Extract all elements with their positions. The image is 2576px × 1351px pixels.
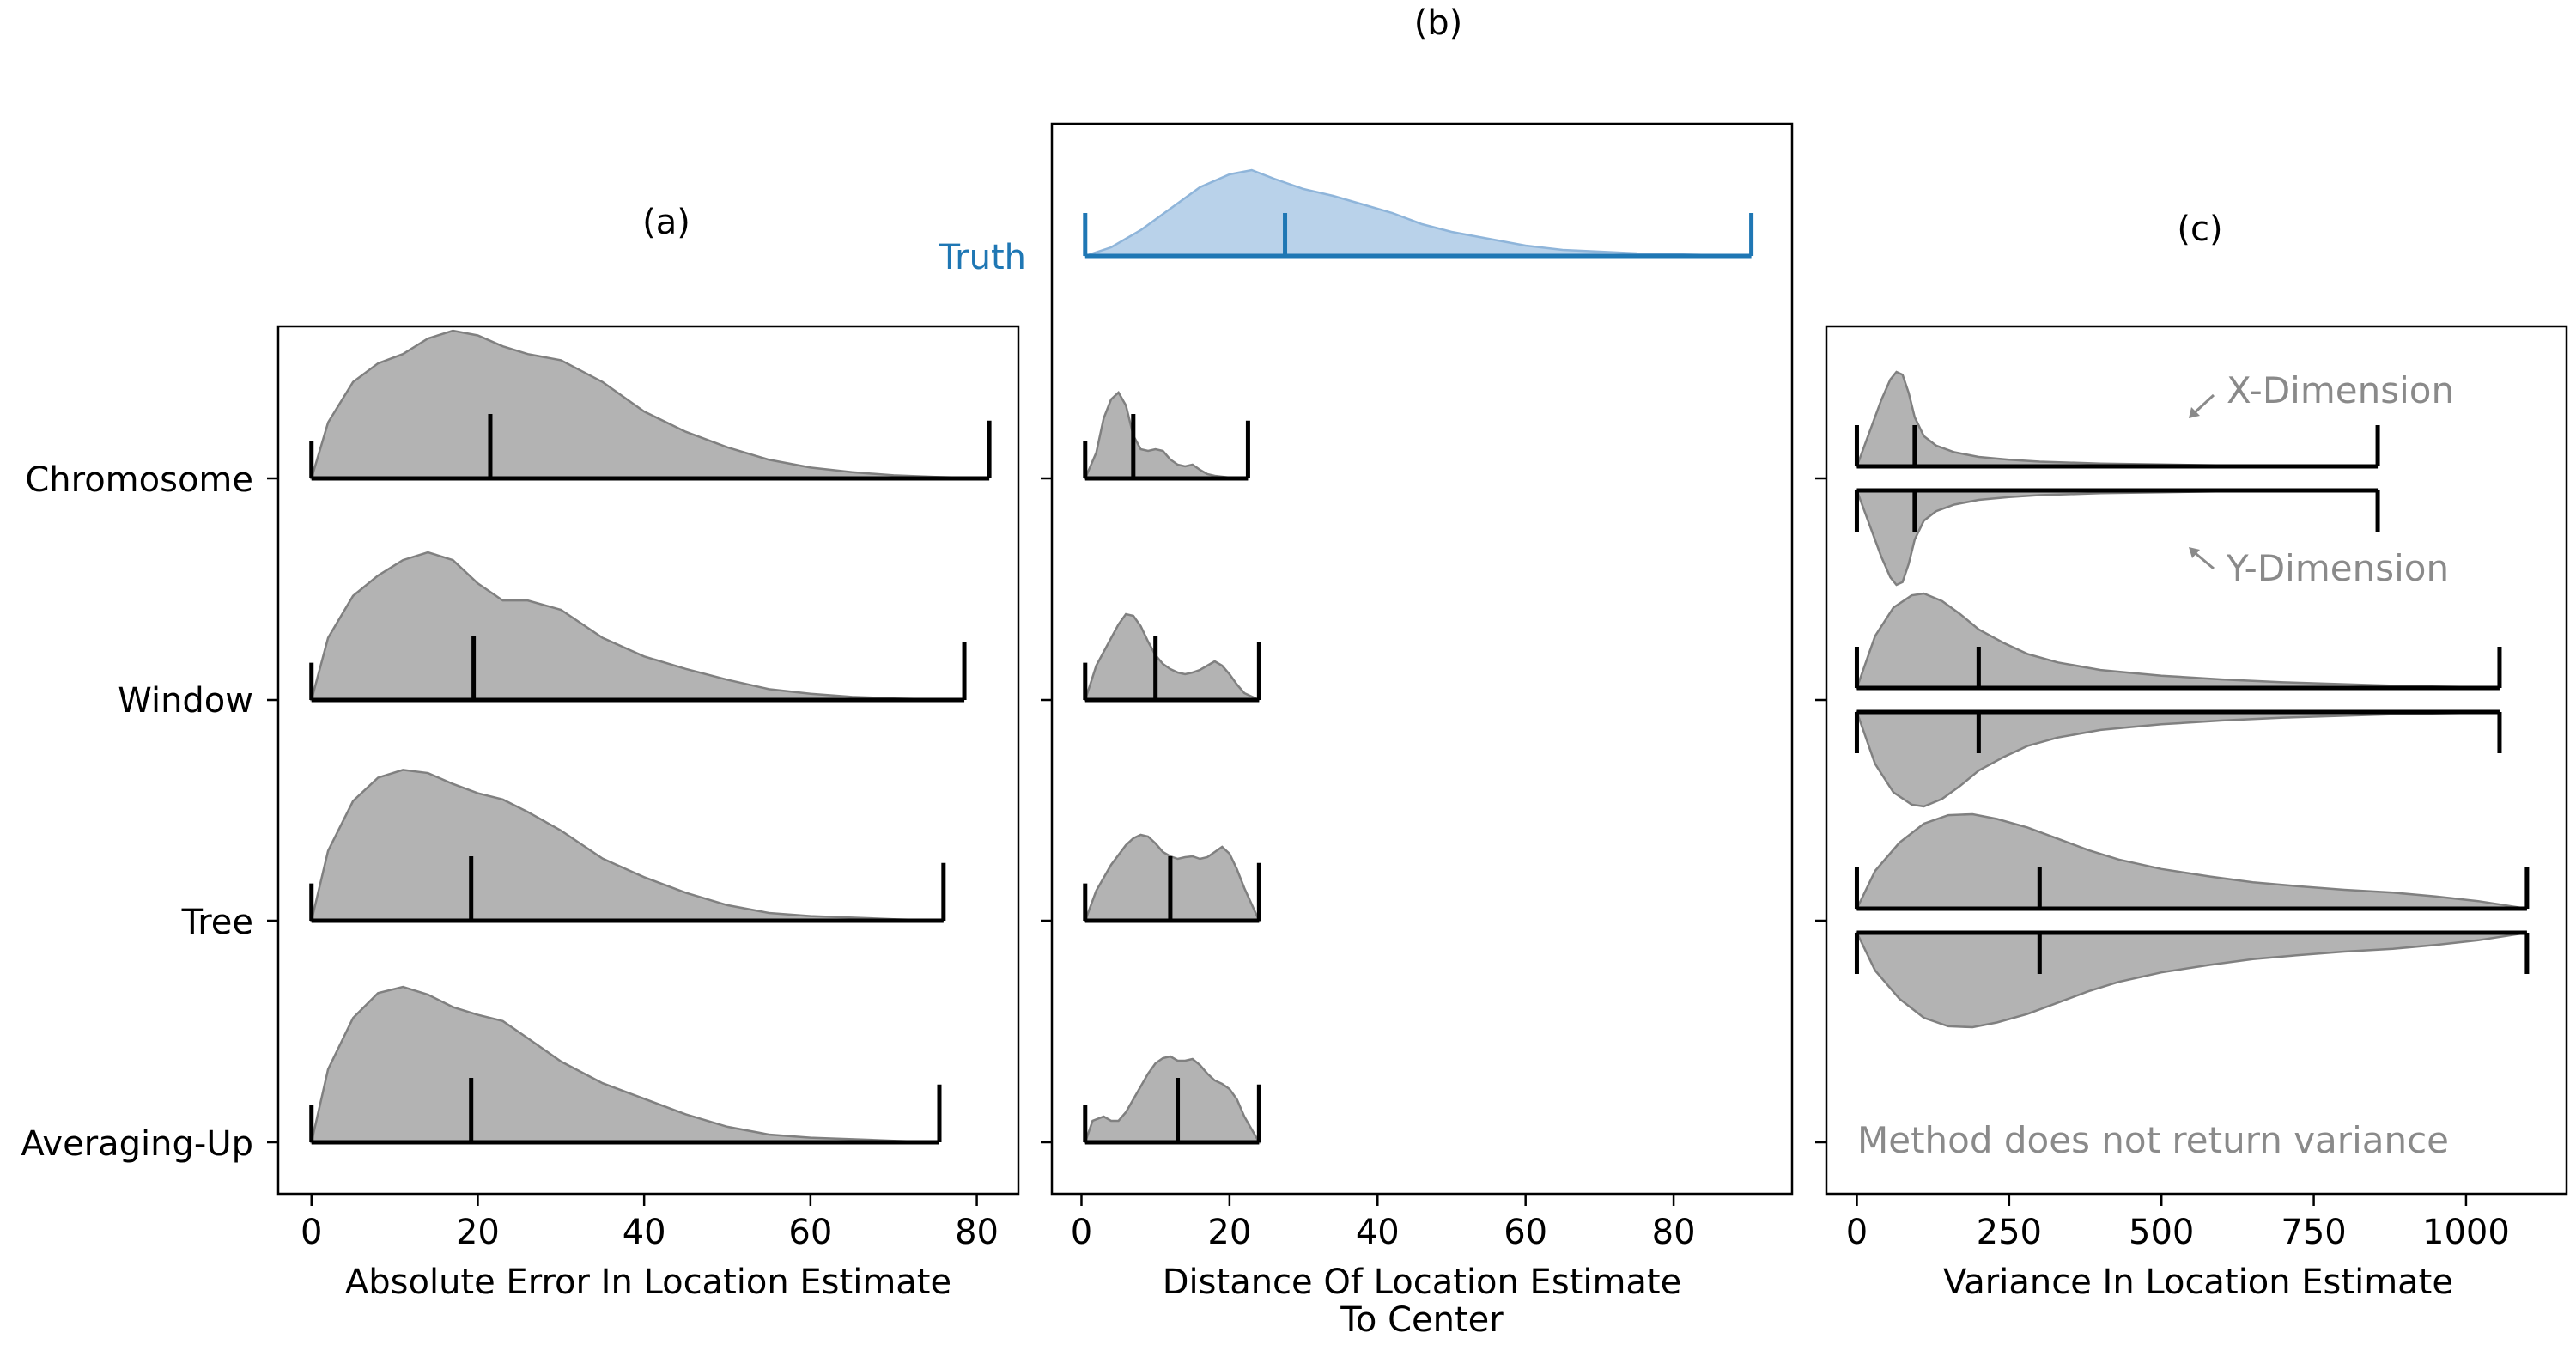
panel-2-window-x-violin-body [1855, 592, 2500, 690]
panel-0-xtick-label-20: 20 [456, 1213, 500, 1252]
panel-1-averaging-up-violin-body [1084, 1055, 1261, 1144]
panel-1-xtick-label-0: 0 [1071, 1213, 1092, 1252]
panel-a-label: (a) [642, 203, 690, 242]
y-dimension-annotation: Y-Dimension [2226, 547, 2449, 589]
panel-1-xtick-label-40: 40 [1356, 1213, 1400, 1252]
panel-b-frame [1050, 122, 1794, 1196]
panel-c-label: (c) [2177, 210, 2222, 249]
panel-b-xlabel-line2: To Center [1340, 1300, 1504, 1340]
panel-0-window-violin-body [310, 551, 965, 702]
category-label-chromosome: Chromosome [25, 460, 253, 500]
panel-a-frame [276, 325, 1020, 1196]
panel-b-xlabel: Distance Of Location Estimate [1163, 1263, 1681, 1302]
panel-0-xtick-label-60: 60 [788, 1213, 832, 1252]
panel-1-chromosome-violin-body [1083, 391, 1249, 480]
panel-a-xlabel: Absolute Error In Location Estimate [345, 1263, 951, 1302]
no-variance-annotation: Method does not return variance [1857, 1119, 2449, 1161]
category-label-tree: Tree [181, 903, 253, 942]
chart-marks: 0 20 40 60 80 0 20 40 60 80 0 250 500 750 1000 [267, 168, 2530, 1252]
truth-label: Truth [939, 238, 1026, 277]
x-dimension-arrow-line [2190, 393, 2215, 417]
truth-violin-body [1084, 168, 1752, 258]
panel-c-frame [1825, 325, 2568, 1196]
panel-c-xlabel: Variance In Location Estimate [1943, 1263, 2453, 1302]
panel-0-chromosome-violin-body [310, 329, 990, 480]
panel-2-tree-y-violin-body [1855, 931, 2528, 1029]
panel-0-xtick-label-40: 40 [623, 1213, 666, 1252]
panel-0-averaging-up-violin-body [310, 985, 940, 1144]
panel-1-window-violin-body [1084, 612, 1260, 702]
category-label-window: Window [118, 681, 253, 721]
panel-2-xtick-label-0: 0 [1846, 1213, 1868, 1252]
x-dimension-arrow-head [2189, 407, 2200, 418]
panel-2-xtick-label-750: 750 [2281, 1213, 2346, 1252]
panel-1-xtick-label-20: 20 [1207, 1213, 1251, 1252]
panel-1-xtick-label-80: 80 [1652, 1213, 1696, 1252]
panel-0-tree-violin-body [310, 769, 944, 922]
panel-1-xtick-label-60: 60 [1504, 1213, 1547, 1252]
category-label-averaging-up: Averaging-Up [21, 1124, 253, 1164]
panel-2-xtick-label-250: 250 [1977, 1213, 2042, 1252]
y-dimension-arrow-head [2189, 547, 2200, 558]
x-dimension-annotation: X-Dimension [2227, 369, 2454, 411]
panel-2-tree-x-violin-body [1855, 812, 2528, 910]
panel-2-window-y-violin-body [1855, 710, 2500, 808]
panel-b-label: (b) [1414, 3, 1463, 43]
panel-0-xtick-label-0: 0 [301, 1213, 322, 1252]
panel-0-xtick-label-80: 80 [955, 1213, 999, 1252]
panel-2-xtick-label-500: 500 [2129, 1213, 2194, 1252]
panel-2-xtick-label-1000: 1000 [2422, 1213, 2510, 1252]
